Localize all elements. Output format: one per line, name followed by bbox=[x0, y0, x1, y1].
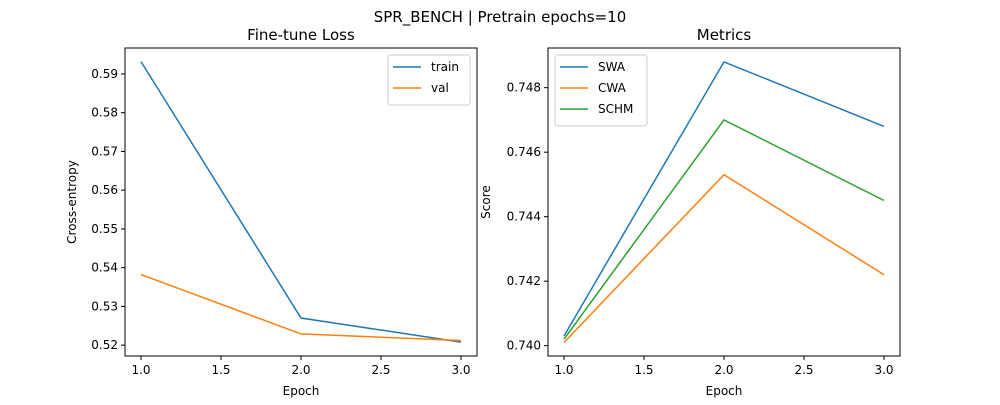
metrics-xtick-label: 3.0 bbox=[874, 363, 893, 377]
metrics-legend-label: SCHM bbox=[598, 102, 633, 116]
loss-legend-label: val bbox=[431, 81, 449, 95]
metrics-legend: SWA CWA SCHM bbox=[554, 54, 648, 127]
loss-xtick-label: 2.0 bbox=[291, 363, 310, 377]
metrics-ytick-label: 0.748 bbox=[507, 81, 541, 95]
loss-ytick-label: 0.59 bbox=[91, 67, 118, 81]
loss-xtick-label: 1.0 bbox=[131, 363, 150, 377]
metrics-ytick-label: 0.740 bbox=[507, 339, 541, 353]
metrics-ytick-label: 0.746 bbox=[507, 145, 541, 159]
loss-ytick-label: 0.52 bbox=[91, 338, 118, 352]
metrics-xtick-label: 2.0 bbox=[714, 363, 733, 377]
loss-xtick-label: 3.0 bbox=[451, 363, 470, 377]
metrics-xtick-label: 1.0 bbox=[554, 363, 573, 377]
loss-ytick-label: 0.54 bbox=[91, 261, 118, 275]
loss-panel: Fine-tune Loss 1.0 1.5 2.0 2.5 3.0 0.52 0.53 0.5… bbox=[65, 26, 478, 398]
loss-legend-label: train bbox=[431, 60, 459, 74]
loss-ytick-label: 0.58 bbox=[91, 106, 118, 120]
loss-ytick-label: 0.56 bbox=[91, 183, 118, 197]
figure-suptitle: SPR_BENCH | Pretrain epochs=10 bbox=[374, 8, 627, 27]
metrics-title: Metrics bbox=[697, 26, 752, 44]
loss-ytick-label: 0.53 bbox=[91, 299, 118, 313]
loss-ytick-label: 0.55 bbox=[91, 222, 118, 236]
loss-xtick-label: 1.5 bbox=[211, 363, 230, 377]
loss-series-line-val bbox=[140, 273, 462, 342]
metrics-panel: Metrics 1.0 1.5 2.0 2.5 3.0 0.740 0.742 0.744 0.7… bbox=[479, 26, 901, 398]
metrics-legend-label: CWA bbox=[598, 81, 627, 95]
metrics-xlabel: Epoch bbox=[706, 384, 743, 398]
metrics-legend-label: SWA bbox=[598, 60, 626, 74]
metrics-ytick-label: 0.744 bbox=[507, 210, 541, 224]
metrics-ylabel: Score bbox=[479, 185, 493, 219]
loss-series-line-train bbox=[140, 61, 462, 343]
metrics-series-line-cwa bbox=[563, 173, 885, 344]
loss-ylabel: Cross-entropy bbox=[65, 160, 79, 244]
metrics-xtick-label: 1.5 bbox=[634, 363, 653, 377]
metrics-ytick-label: 0.742 bbox=[507, 274, 541, 288]
loss-ytick-label: 0.57 bbox=[91, 144, 118, 158]
metrics-series-line-swa bbox=[563, 60, 885, 337]
metrics-xtick-label: 2.5 bbox=[794, 363, 813, 377]
loss-xlabel: Epoch bbox=[283, 384, 320, 398]
loss-legend: train val bbox=[387, 54, 471, 106]
loss-title: Fine-tune Loss bbox=[247, 26, 355, 44]
metrics-series-line-schm bbox=[563, 118, 885, 340]
loss-xtick-label: 2.5 bbox=[371, 363, 390, 377]
